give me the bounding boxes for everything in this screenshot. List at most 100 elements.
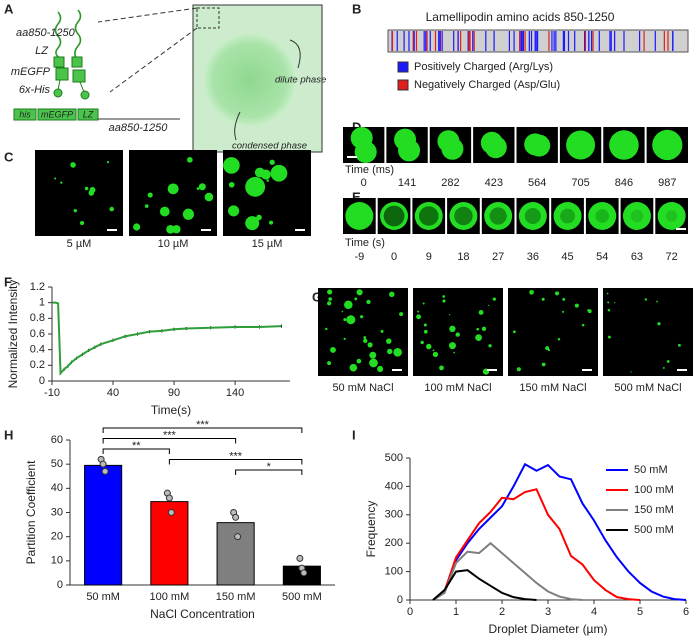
y-tick-label: 0.2	[30, 359, 45, 371]
replicate-point	[232, 513, 240, 521]
x-tick-label: 4	[591, 606, 597, 618]
droplet	[588, 202, 617, 230]
gfp-box	[72, 69, 86, 83]
legend-label: Negatively Charged (Asp/Glu)	[414, 79, 560, 91]
concentration-label: 5 µM	[67, 238, 92, 250]
droplet	[448, 342, 456, 350]
series-line	[432, 569, 537, 601]
his-tag	[53, 88, 63, 98]
panel-label: I	[352, 427, 356, 442]
domain-label: aa850-1250	[16, 27, 76, 39]
gfp-box	[55, 67, 69, 81]
droplet	[387, 348, 393, 355]
droplet	[266, 179, 270, 182]
concentration-label: 15 µM	[252, 238, 283, 250]
droplet	[516, 367, 521, 372]
y-tick-label: 0.4	[30, 344, 45, 356]
droplet	[327, 301, 332, 306]
micrograph	[35, 150, 123, 236]
x-tick-label: 90	[168, 387, 180, 399]
salt-label: 100 mM NaCl	[424, 382, 491, 394]
legend-label: 150 mM	[634, 504, 674, 516]
droplet	[399, 312, 404, 317]
droplet	[73, 208, 77, 213]
droplet	[343, 337, 346, 340]
droplet	[79, 220, 85, 226]
zoom-line	[97, 7, 198, 23]
replicate-point	[234, 533, 242, 541]
droplet	[566, 130, 596, 160]
construct-box	[37, 108, 77, 121]
droplet	[441, 137, 464, 160]
droplet	[449, 325, 456, 333]
x-tick-label: 40	[107, 387, 119, 399]
droplet	[677, 343, 681, 347]
droplet	[167, 183, 179, 195]
droplet	[442, 295, 446, 298]
droplet	[356, 289, 363, 296]
droplet	[198, 183, 206, 191]
droplet	[553, 202, 582, 230]
time-label: 27	[492, 251, 504, 263]
droplet	[453, 351, 455, 354]
droplet	[422, 302, 425, 305]
x-axis-title: Time(s)	[151, 403, 191, 417]
significance-label: ***	[163, 429, 177, 441]
droplet	[182, 208, 194, 220]
y-tick-label: 100	[385, 566, 403, 578]
droplet	[541, 297, 545, 301]
x-axis-title: Droplet Diameter (µm)	[489, 622, 608, 636]
droplet	[356, 358, 362, 364]
droplet	[442, 299, 446, 303]
time-label: 36	[527, 251, 539, 263]
droplet	[657, 202, 686, 230]
x-tick-label: 140	[226, 387, 244, 399]
droplet	[416, 314, 422, 320]
droplet	[256, 214, 262, 221]
significance-label: ***	[229, 450, 243, 462]
dilute-label: dilute phase	[275, 75, 326, 86]
series-line	[52, 301, 282, 376]
droplet	[196, 187, 200, 190]
time-label: 9	[426, 251, 432, 263]
droplet	[254, 167, 265, 178]
micrograph	[508, 288, 598, 376]
droplet	[166, 225, 175, 234]
replicate-point	[101, 467, 109, 475]
droplet	[557, 338, 561, 341]
droplet	[439, 365, 444, 371]
droplet	[393, 348, 402, 357]
droplet	[614, 302, 616, 304]
legend-swatch	[397, 79, 409, 91]
droplet	[432, 351, 439, 358]
droplet	[662, 366, 665, 369]
significance-label: **	[132, 440, 141, 452]
condensate	[204, 34, 296, 126]
droplet	[369, 358, 378, 368]
significance-bracket	[102, 448, 170, 454]
significance-label: ***	[196, 419, 210, 431]
time-label: 63	[631, 251, 643, 263]
time-axis-label: Time (ms)	[345, 164, 394, 176]
panel-label: A	[4, 1, 14, 16]
micrograph	[603, 288, 693, 376]
droplet	[581, 323, 585, 327]
droplet	[147, 192, 153, 198]
droplet	[223, 157, 240, 174]
time-label: 846	[615, 177, 633, 189]
droplet	[420, 340, 424, 345]
droplet	[54, 177, 57, 180]
y-tick-label: 500	[385, 452, 403, 464]
y-tick-label: 300	[385, 509, 403, 521]
droplet	[398, 139, 421, 162]
droplet	[344, 300, 353, 310]
salt-label: 150 mM NaCl	[519, 382, 586, 394]
droplet	[606, 292, 609, 295]
x-tick-label: 6	[683, 606, 689, 618]
droplet	[84, 186, 89, 191]
x-tick-label: 2	[499, 606, 505, 618]
y-tick-label: 400	[385, 480, 403, 492]
x-tick-label: 150 mM	[216, 591, 256, 603]
droplet	[607, 308, 611, 312]
bleached-core	[383, 205, 405, 227]
